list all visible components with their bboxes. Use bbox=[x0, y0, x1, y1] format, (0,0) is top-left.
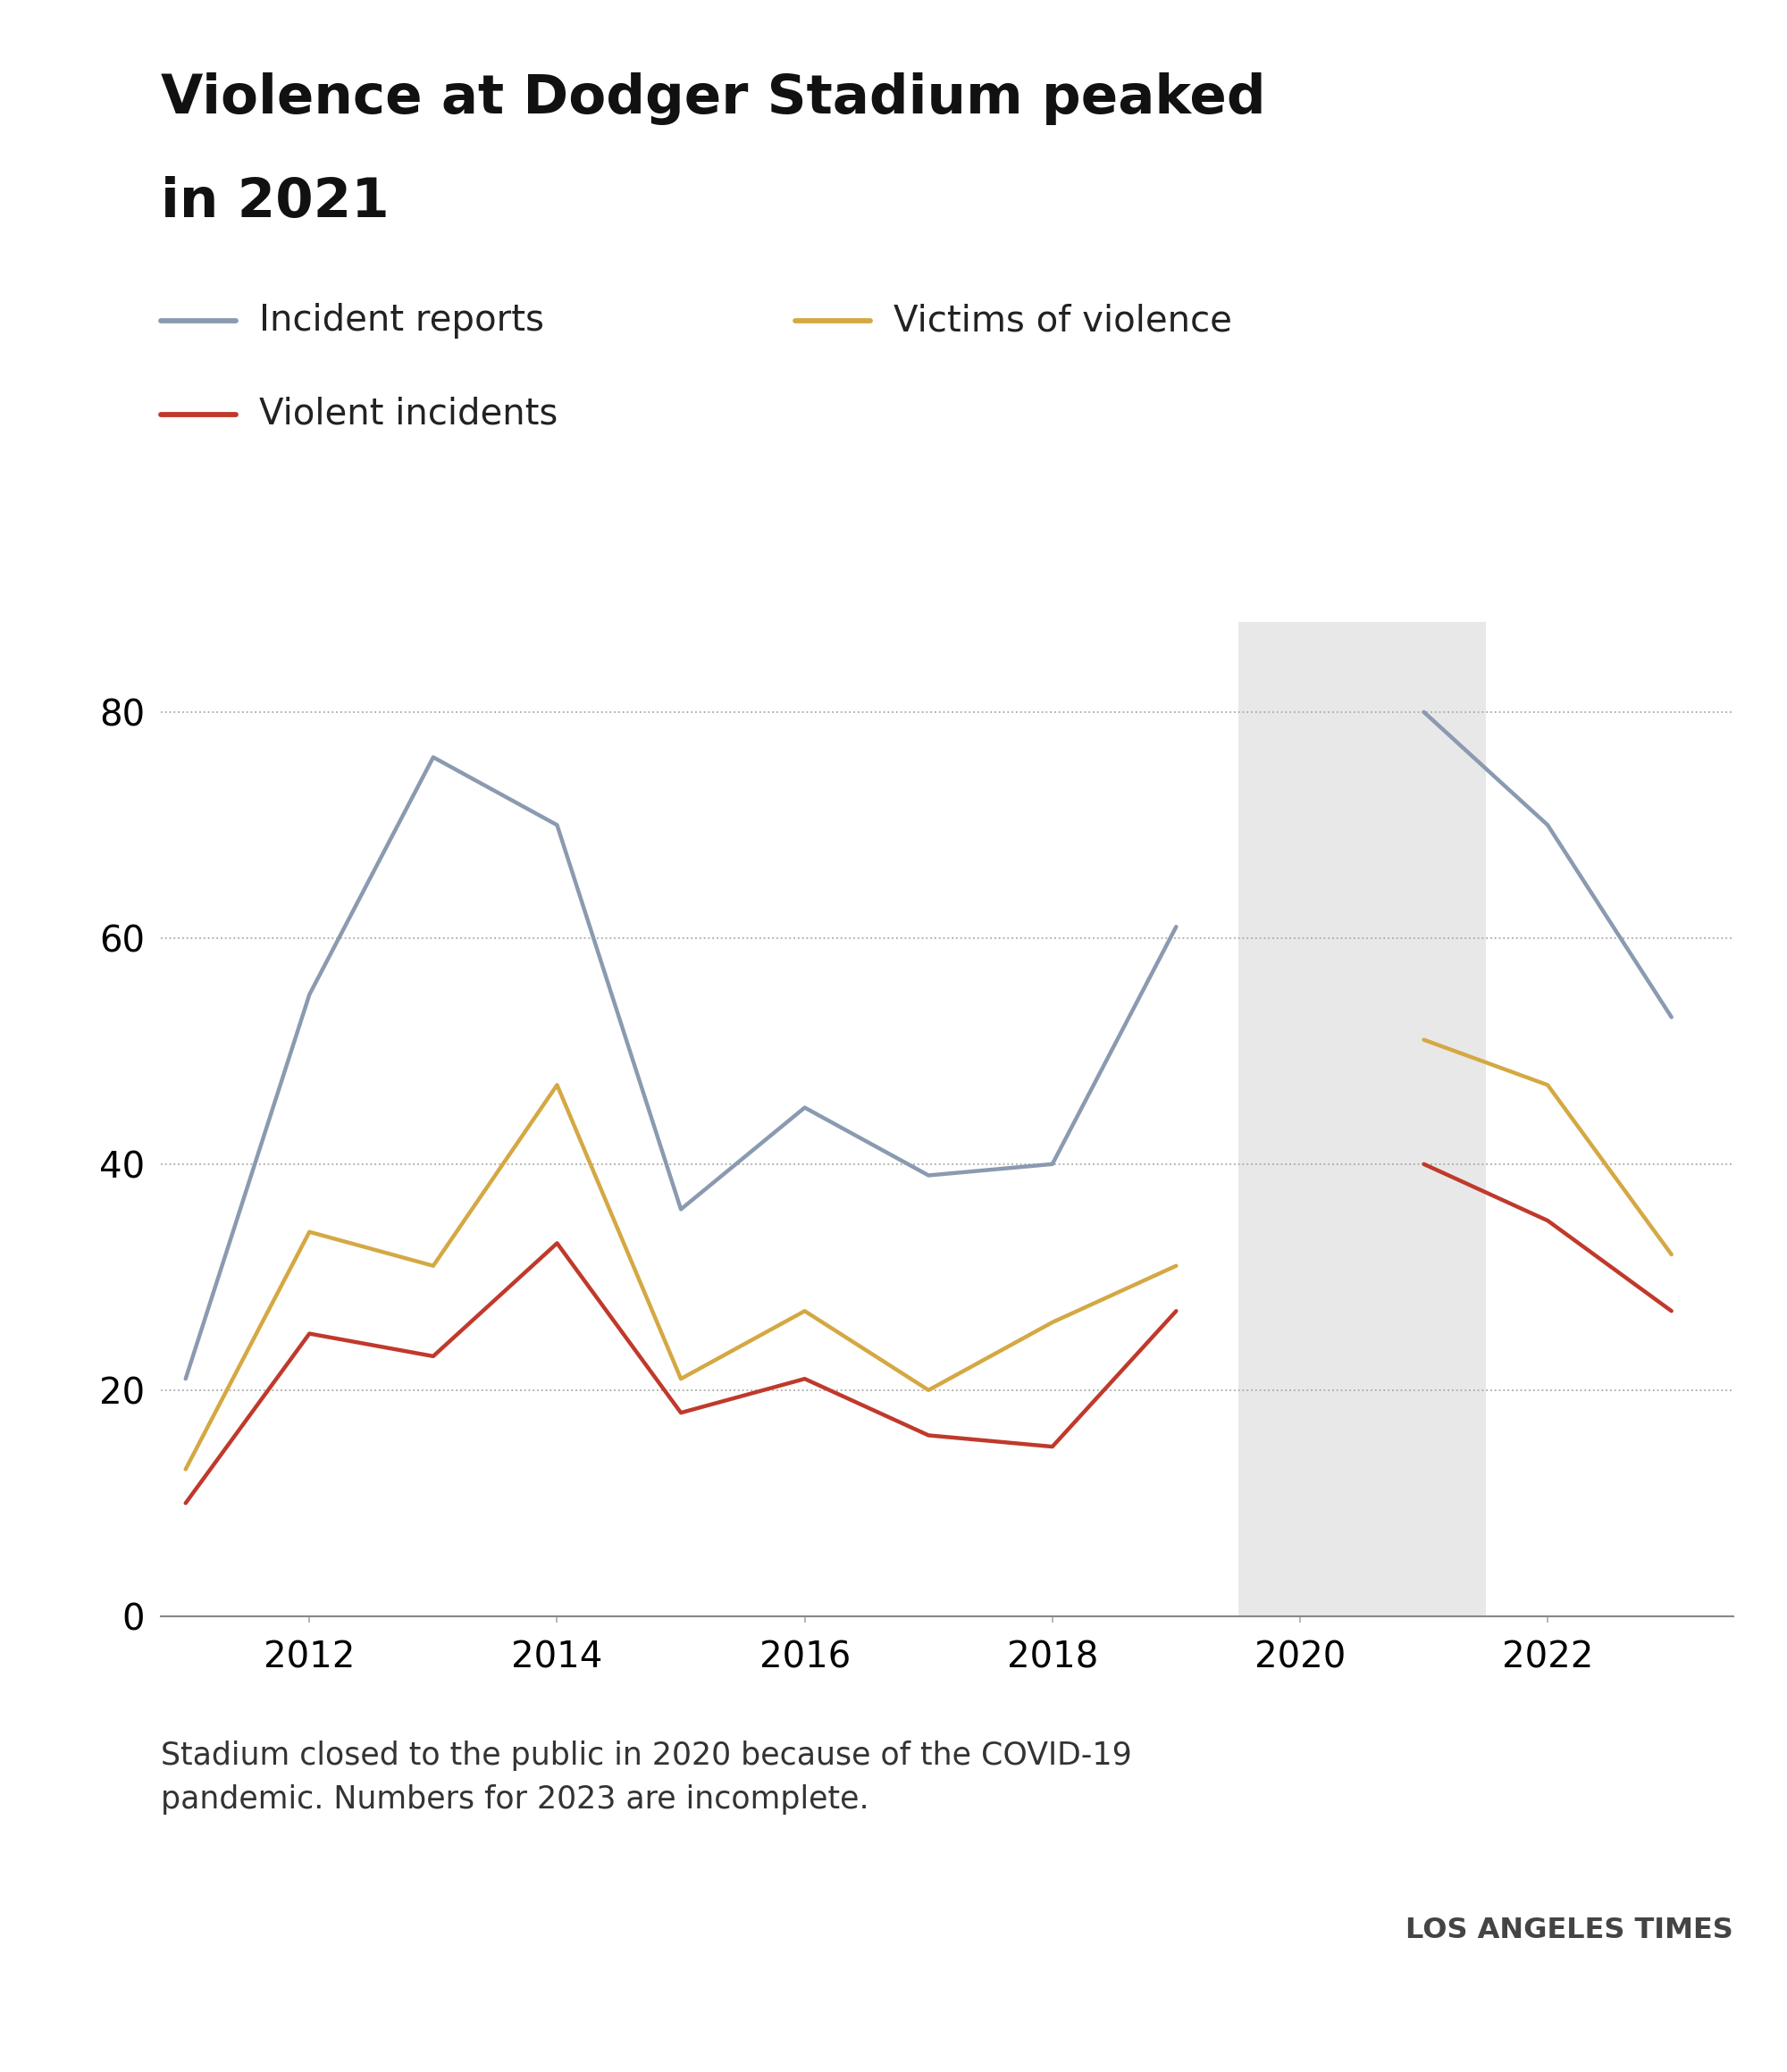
Bar bbox=[1238, 622, 1485, 1616]
Text: Violent incidents: Violent incidents bbox=[259, 396, 558, 433]
Text: LOS ANGELES TIMES: LOS ANGELES TIMES bbox=[1406, 1917, 1733, 1944]
Text: Incident reports: Incident reports bbox=[259, 303, 543, 340]
Text: in 2021: in 2021 bbox=[161, 176, 390, 228]
Text: Violence at Dodger Stadium peaked: Violence at Dodger Stadium peaked bbox=[161, 73, 1265, 124]
Text: Stadium closed to the public in 2020 because of the COVID-19
pandemic. Numbers f: Stadium closed to the public in 2020 bec… bbox=[161, 1740, 1131, 1815]
Text: Victims of violence: Victims of violence bbox=[894, 303, 1231, 340]
